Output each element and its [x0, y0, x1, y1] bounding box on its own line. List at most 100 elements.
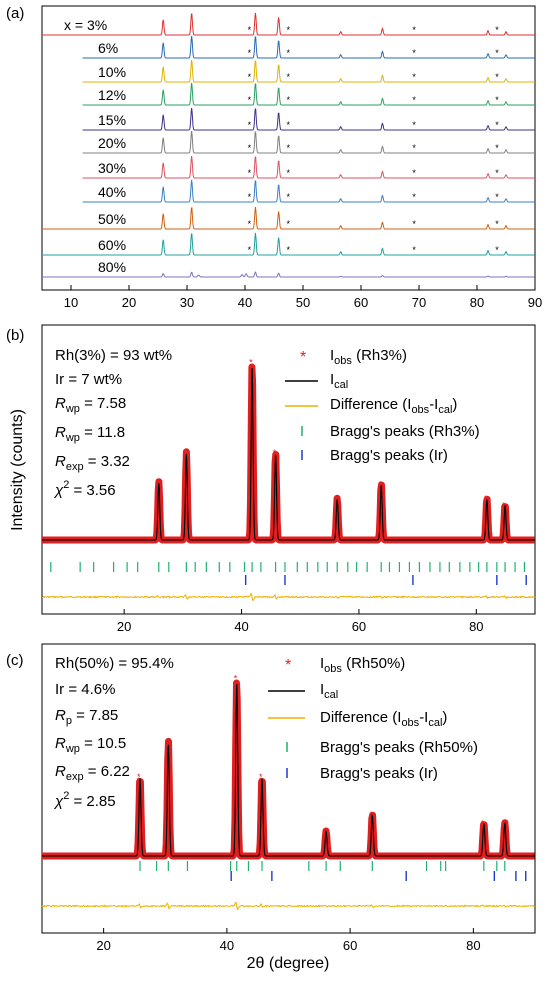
panel-b-label: (b) [6, 327, 24, 344]
panel-c-annotations: Rh(50%) = 95.4% Ir = 4.6% Rp = 7.85 Rwp … [53, 655, 174, 810]
observed-marker: * [377, 499, 381, 509]
observed-marker: * [482, 837, 486, 847]
annotation-chi2: χ2 = 3.56 [53, 479, 116, 499]
observed-marker: * [482, 830, 486, 840]
observed-marker: * [377, 510, 381, 520]
x-tick-label: 30 [180, 295, 194, 310]
observed-marker: * [157, 498, 161, 508]
observed-marker: * [335, 517, 339, 527]
observed-marker: * [368, 825, 372, 835]
observed-marker: * [480, 837, 484, 847]
observed-marker: * [249, 358, 253, 368]
secondary-phase-star: * [287, 143, 291, 153]
observed-marker: * [502, 818, 506, 828]
xrd-pattern-line [42, 271, 535, 278]
annotation-ir-fraction: Ir = 4.6% [55, 681, 115, 698]
observed-marker: * [324, 836, 328, 846]
observed-marker: * [333, 517, 337, 527]
observed-marker: * [335, 509, 339, 519]
legend-cal-text: Ical [320, 681, 338, 701]
secondary-phase-star: * [248, 219, 252, 229]
secondary-phase-star: * [495, 72, 499, 82]
observed-marker: * [260, 801, 264, 811]
observed-marker: * [379, 510, 383, 520]
secondary-phase-star: * [248, 120, 252, 130]
legend-obs-marker: * [300, 349, 306, 366]
x-tick-label: 90 [528, 295, 542, 310]
secondary-phase-star: * [248, 192, 252, 202]
observed-marker: * [183, 448, 187, 458]
observed-marker: * [501, 820, 505, 830]
panel-c-frame [41, 643, 536, 934]
secondary-phase-star: * [287, 25, 291, 35]
observed-marker: * [233, 705, 237, 715]
observed-marker: * [480, 824, 484, 834]
panel-a-x-ticks: 10 20 30 40 50 60 70 80 90 [64, 285, 542, 310]
observed-marker: * [371, 833, 375, 843]
observed-marker: * [248, 454, 252, 464]
secondary-phase-star: * [495, 219, 499, 229]
annotation-r-exp: Rexp = 3.32 [55, 453, 130, 473]
observed-marker: * [273, 448, 277, 458]
legend-cal-text: Ical [330, 371, 348, 391]
xrd-pattern-line [42, 232, 535, 256]
observed-marker: * [233, 682, 237, 692]
observed-marker: * [368, 833, 372, 843]
observed-marker: * [322, 840, 326, 850]
observed-marker: * [502, 500, 506, 510]
observed-marker: * [258, 801, 262, 811]
x-tick-label: 20 [96, 938, 110, 953]
x-tick-label: 40 [220, 938, 234, 953]
observed-marker: * [485, 517, 489, 527]
secondary-phase-star: * [495, 120, 499, 130]
x-tick-label: 60 [352, 619, 366, 634]
observed-marker: * [249, 366, 253, 376]
x-tick-label: 80 [469, 619, 483, 634]
secondary-phase-star: * [248, 25, 252, 35]
observed-marker: * [502, 502, 506, 512]
panel-c-label: (c) [6, 652, 24, 669]
observed-marker: * [138, 815, 142, 825]
secondary-phase-star: * [412, 219, 416, 229]
xrd-pattern-line [82, 179, 535, 203]
secondary-phase-star: * [248, 245, 252, 255]
panel-b-x-ticks: 20 40 60 80 [117, 609, 484, 634]
secondary-phase-star: * [412, 192, 416, 202]
secondary-phase-star: * [495, 25, 499, 35]
observed-marker: * [249, 366, 253, 376]
observed-marker: * [185, 496, 189, 506]
observed-marker: * [155, 488, 159, 498]
observed-marker: * [481, 820, 485, 830]
secondary-phase-star: * [412, 25, 416, 35]
observed-marker: * [501, 520, 505, 530]
observed-marker: * [503, 520, 507, 530]
annotation-ir-fraction: Ir = 7 wt% [55, 371, 122, 388]
observed-marker: * [370, 825, 374, 835]
observed-marker: * [273, 479, 277, 489]
observed-marker: * [136, 815, 140, 825]
annotation-rh-fraction: Rh(50%) = 95.4% [55, 655, 174, 672]
observed-marker: * [501, 824, 505, 834]
secondary-phase-star: * [412, 143, 416, 153]
legend-obs-text: Iobs (Rh50%) [320, 655, 405, 675]
secondary-phase-star: * [495, 245, 499, 255]
observed-marker: * [182, 496, 186, 506]
panel-b-annotations: Rh(3%) = 93 wt% Ir = 7 wt% Rwp = 7.58 Rw… [53, 347, 172, 499]
observed-marker: * [136, 801, 140, 811]
panel-b-plot: ****************************************… [39, 358, 538, 601]
panel-c-plot: ****************************************… [39, 674, 538, 911]
observed-marker: * [322, 831, 326, 841]
legend-bragg-rh-text: Bragg's peaks (Rh50%) [320, 739, 478, 756]
observed-marker: * [272, 479, 276, 489]
observed-marker: * [165, 737, 169, 747]
series-label: 40% [98, 184, 126, 200]
difference-curve [41, 901, 536, 911]
panel-b-frame [41, 324, 536, 615]
observed-marker: * [483, 509, 487, 519]
observed-marker: * [485, 509, 489, 519]
observed-marker: * [260, 815, 264, 825]
observed-marker: * [503, 837, 507, 847]
secondary-phase-star: * [287, 48, 291, 58]
observed-marker: * [272, 463, 276, 473]
